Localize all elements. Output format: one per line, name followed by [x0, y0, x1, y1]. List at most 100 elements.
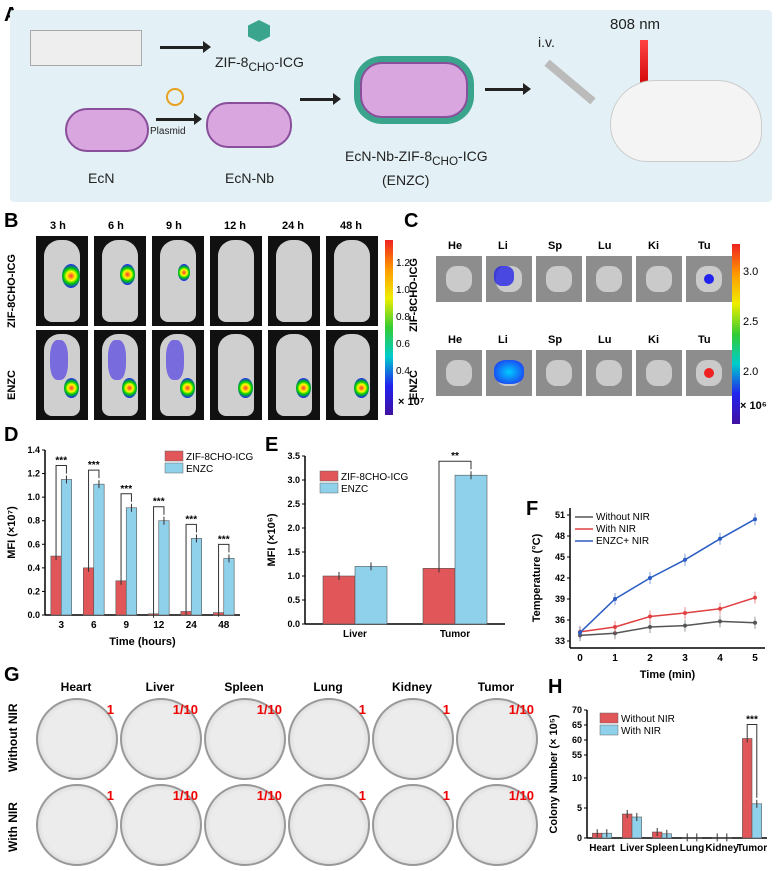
y-axis-label: MFI (×10⁶): [266, 513, 278, 566]
enzc-label-main: EcN-Nb-ZIF-8: [345, 148, 433, 164]
zif-label-suffix: -ICG: [274, 54, 304, 70]
mouse-icon: [610, 80, 762, 162]
y-tick-label: 0.2: [27, 586, 40, 596]
row-label: ZIF-8CHO-ICG: [6, 254, 18, 328]
dilution-label: 1/10: [256, 788, 282, 803]
significance-label: ***: [746, 715, 758, 726]
panel-label-c: C: [404, 210, 419, 232]
petri-dish: 1: [372, 784, 454, 866]
significance-bracket: [153, 506, 165, 610]
significance-label: **: [451, 451, 459, 462]
significance-bracket: [55, 464, 67, 553]
zif-label-sub: CHO: [248, 60, 275, 74]
organ-label: Lung: [313, 680, 343, 694]
fluorescence-signal: [494, 266, 514, 286]
y-tick-label: 5: [577, 803, 582, 813]
y-tick-label: 0.5: [287, 595, 300, 605]
bar: [93, 483, 105, 616]
colorbar-tick: 2.5: [743, 316, 759, 328]
organ-label: Sp: [548, 240, 563, 252]
bar: [223, 558, 235, 616]
fluorescence-signal: [494, 360, 524, 384]
organ: [546, 360, 572, 386]
panel-label-f: F: [526, 498, 539, 520]
y-tick-label: 65: [572, 720, 582, 730]
petri-dish: 1: [288, 784, 370, 866]
iv-label: i.v.: [538, 34, 555, 50]
colorbar-tick: 1.0: [396, 285, 410, 296]
y-tick-label: 2.0: [287, 523, 300, 533]
x-tick-label: 48: [218, 620, 230, 631]
organ: [446, 360, 472, 386]
organ-image: [686, 256, 732, 302]
bar: [125, 507, 137, 616]
chart-e: 0.0 0.5 1.0 1.5 2.0 2.5 3.0 3.5 MFI (×10⁶) Liver T…: [266, 451, 505, 640]
x-axis-label: Time (min): [640, 669, 696, 681]
legend-label: Without NIR: [596, 512, 650, 523]
y-tick-label: 2.5: [287, 499, 300, 509]
petri-dish: 1/10: [456, 784, 538, 866]
time-label: 6 h: [108, 220, 124, 232]
organ-image: [636, 350, 682, 396]
y-tick-label: 0.6: [27, 539, 40, 549]
mouse-image: [152, 236, 204, 326]
colorbar-tick: 0.8: [396, 312, 410, 323]
in-vivo-imaging-panel: 3 h 6 h 9 h 12 h 24 h 48 h ZIF-8CHO-ICG ENZC 1.2…: [0, 220, 424, 420]
bar: [742, 738, 753, 839]
petri-dish: 1: [36, 784, 118, 866]
significance-bracket: [120, 493, 132, 577]
x-tick-label: 12: [153, 620, 165, 631]
time-label: 9 h: [166, 220, 182, 232]
arrow-icon: [156, 113, 202, 125]
y-tick-label: 0: [577, 833, 582, 843]
bar: [422, 568, 456, 625]
organ-label: Kidney: [391, 680, 432, 694]
y-tick-label: 1.5: [287, 547, 300, 557]
mouse-image: [210, 330, 262, 420]
significance-label: ***: [185, 514, 197, 525]
organ-label: Ki: [648, 334, 659, 346]
colorbar: [385, 240, 393, 415]
series-line: [579, 596, 756, 633]
legend-swatch: [319, 482, 339, 494]
organ-label: Tu: [698, 334, 711, 346]
mouse-image: [210, 236, 262, 326]
significance-label: ***: [218, 534, 230, 545]
y-axis-label: Colony Number (× 10⁵): [548, 714, 560, 833]
x-tick-label: 9: [123, 620, 129, 631]
organ-image: [536, 256, 582, 302]
organ: [546, 266, 572, 292]
dilution-label: 1: [358, 702, 366, 717]
y-axis-label: Temperature (°C): [531, 533, 543, 622]
organ-label: He: [448, 240, 463, 252]
zif-label-main: ZIF-8: [215, 54, 249, 70]
fluorescence-signal: [166, 340, 184, 380]
y-axis-label: MFI (×10⁷): [6, 506, 18, 559]
colorbar-tick: 3.0: [743, 266, 759, 278]
ecn-nb-label: EcN-Nb: [225, 170, 275, 186]
mouse-image: [36, 236, 88, 326]
dilution-label: 1/10: [172, 702, 198, 717]
enzc-label-sub: CHO: [432, 154, 459, 168]
fluorescence-signal: [120, 264, 136, 285]
organ: [646, 266, 672, 292]
organ-label: Tumor: [477, 680, 515, 694]
organ-image: [586, 350, 632, 396]
dilution-label: 1: [106, 788, 114, 803]
petri-dish: 1/10: [456, 698, 538, 780]
petri-dish: 1: [36, 698, 118, 780]
fluorescence-signal: [178, 264, 191, 281]
legend-label: ENZC: [186, 464, 213, 475]
organ-label: Sp: [548, 334, 563, 346]
organ-image: [436, 350, 482, 396]
fluorescence-signal: [108, 340, 126, 380]
organ-label: He: [448, 334, 463, 346]
y-tick-label: 60: [572, 735, 582, 745]
y-tick-label: 3.5: [287, 451, 300, 461]
x-tick-label: 1: [612, 653, 618, 664]
y-tick-label: 48: [555, 531, 565, 541]
mouse-image: [268, 236, 320, 326]
mouse-image: [326, 236, 378, 326]
bar: [83, 567, 95, 616]
